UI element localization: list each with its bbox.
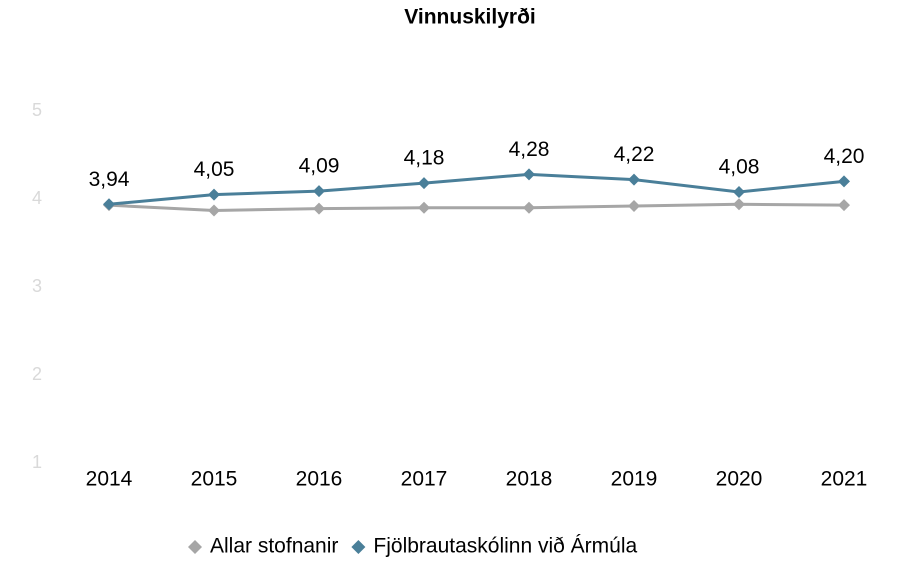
x-tick-label: 2015 xyxy=(191,468,238,491)
point-marker xyxy=(523,201,535,214)
point-marker xyxy=(628,173,640,186)
data-label: 4,28 xyxy=(509,138,550,161)
legend-marker xyxy=(188,540,202,554)
legend-label: Allar stofnanir xyxy=(210,535,338,558)
legend-marker xyxy=(351,540,366,554)
y-tick-label: 3 xyxy=(32,276,42,296)
point-marker xyxy=(313,202,325,215)
y-tick-label: 2 xyxy=(32,364,42,384)
data-label: 4,22 xyxy=(614,143,655,166)
y-tick-label: 1 xyxy=(32,452,42,472)
x-tick-label: 2016 xyxy=(296,468,343,491)
point-marker xyxy=(208,204,220,217)
legend-label: Fjölbrautaskólinn við Ármúla xyxy=(373,535,637,558)
point-marker xyxy=(208,188,220,201)
point-marker xyxy=(733,185,745,198)
data-label: 4,09 xyxy=(299,155,340,178)
point-marker xyxy=(733,198,745,211)
x-tick-label: 2014 xyxy=(86,468,133,491)
chart-title: Vinnuskilyrði xyxy=(404,6,536,29)
series-line xyxy=(108,202,845,212)
data-label: 3,94 xyxy=(89,168,130,191)
point-marker xyxy=(628,200,640,213)
point-marker xyxy=(838,175,850,188)
point-marker xyxy=(313,185,325,198)
x-tick-label: 2019 xyxy=(611,468,658,491)
x-tick-label: 2021 xyxy=(821,468,868,491)
data-label: 4,20 xyxy=(824,145,865,168)
data-label: 4,18 xyxy=(404,147,445,170)
x-tick-label: 2020 xyxy=(716,468,763,491)
y-tick-label: 5 xyxy=(32,100,42,120)
point-marker xyxy=(838,199,850,212)
data-label: 4,08 xyxy=(719,156,760,179)
point-marker xyxy=(418,201,430,214)
x-tick-label: 2017 xyxy=(401,468,448,491)
y-tick-label: 4 xyxy=(32,188,42,208)
point-marker xyxy=(418,177,430,190)
series-line xyxy=(108,172,845,206)
point-marker xyxy=(103,198,115,211)
data-label: 4,05 xyxy=(194,158,235,181)
point-marker xyxy=(523,168,535,181)
x-tick-label: 2018 xyxy=(506,468,553,491)
